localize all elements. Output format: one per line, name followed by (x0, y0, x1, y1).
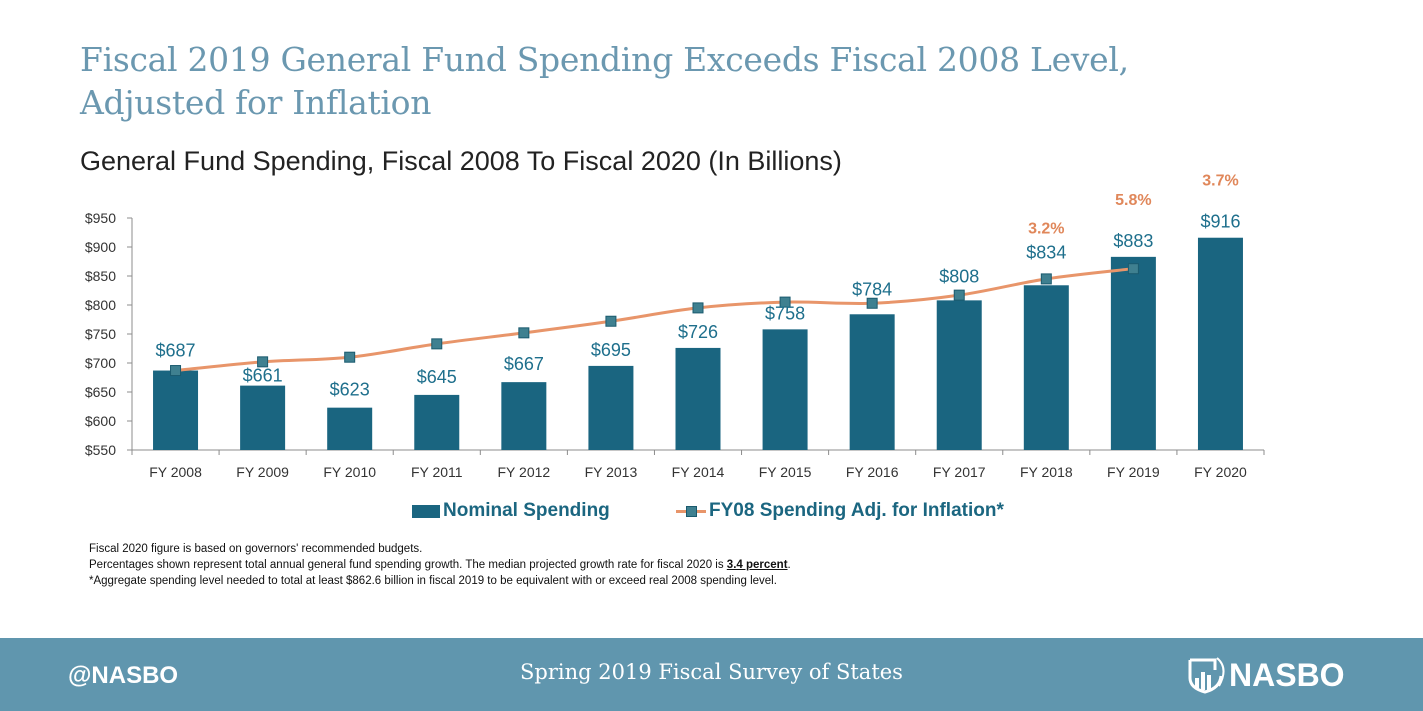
x-tick-label: FY 2020 (1194, 464, 1247, 480)
source-label: Spring 2019 Fiscal Survey of States (520, 660, 903, 684)
bar-nominal-spending (936, 300, 982, 450)
x-tick-label: FY 2015 (759, 464, 812, 480)
x-tick-label: FY 2019 (1107, 464, 1160, 480)
median-growth-rate: 3.4 percent (726, 559, 788, 571)
marker-inflation-adjusted (605, 315, 617, 327)
bar-data-label: $883 (1113, 231, 1153, 251)
bar-nominal-spending (501, 382, 547, 450)
legend-label-inflation: FY08 Spending Adj. for Inflation* (709, 500, 1004, 521)
nasbo-shield-bars-icon (1188, 657, 1225, 694)
spending-chart: $550 $600 $650 $700 $750 $800 $850 $900 $950 FY 2… (85, 173, 1265, 480)
marker-inflation-adjusted (257, 356, 269, 368)
bar-nominal-spending (1110, 256, 1156, 450)
x-tick-label: FY 2014 (672, 464, 725, 480)
y-tick-label: $650 (85, 384, 116, 400)
growth-rate-label: 3.2% (1028, 220, 1064, 237)
page-title-line-2: Adjusted for Inflation (80, 83, 432, 122)
twitter-handle[interactable]: @NASBO (68, 662, 179, 689)
bar-data-label: $726 (678, 322, 718, 342)
bar-nominal-spending (327, 407, 373, 450)
x-tick-label: FY 2012 (498, 464, 551, 480)
marker-inflation-adjusted (170, 365, 182, 377)
marker-inflation-adjusted (1127, 263, 1139, 275)
growth-rate-label: 3.7% (1202, 173, 1238, 190)
chart-title: General Fund Spending, Fiscal 2008 To Fi… (80, 146, 842, 176)
marker-inflation-adjusted (1040, 273, 1052, 285)
bar-nominal-spending (849, 314, 895, 450)
bar-data-label: $784 (852, 279, 892, 299)
bar-nominal-spending (153, 370, 199, 450)
marker-inflation-adjusted (431, 338, 443, 350)
growth-rate-label: 5.8% (1115, 192, 1151, 209)
bar-data-label: $758 (765, 303, 805, 323)
x-tick-label: FY 2017 (933, 464, 986, 480)
legend-label-nominal: Nominal Spending (443, 500, 610, 521)
bar-data-label: $834 (1026, 242, 1066, 262)
bar-data-label: $645 (417, 367, 457, 387)
y-tick-label: $950 (85, 210, 116, 226)
x-tick-label: FY 2008 (149, 464, 202, 480)
nasbo-logo-text: NASBO (1229, 656, 1345, 693)
y-tick-label: $900 (85, 239, 116, 255)
x-tick-label: FY 2016 (846, 464, 899, 480)
page-title-line-1: Fiscal 2019 General Fund Spending Exceed… (80, 40, 1129, 79)
marker-inflation-adjusted (779, 296, 791, 308)
page-title: Fiscal 2019 General Fund Spending Exceed… (80, 38, 1129, 124)
y-tick-label: $750 (85, 326, 116, 342)
bar-nominal-spending (240, 385, 286, 450)
bar-data-label: $661 (243, 366, 283, 386)
footnote-2-text: Percentages shown represent total annual… (89, 559, 727, 571)
marker-inflation-adjusted (866, 297, 878, 309)
x-tick-label: FY 2018 (1020, 464, 1073, 480)
y-tick-label: $600 (85, 413, 116, 429)
footnotes: Fiscal 2020 figure is based on governors… (89, 541, 791, 589)
y-tick-label: $800 (85, 297, 116, 313)
footnote-3: *Aggregate spending level needed to tota… (89, 575, 777, 587)
y-tick-label: $700 (85, 355, 116, 371)
footnote-2-end: . (787, 559, 791, 571)
x-tick-label: FY 2009 (236, 464, 289, 480)
line-inflation-adjusted (175, 267, 1134, 373)
legend-item-inflation: FY08 Spending Adj. for Inflation* (676, 500, 1004, 522)
legend-swatch-line (676, 505, 706, 518)
marker-inflation-adjusted (518, 327, 530, 339)
y-tick-label: $850 (85, 268, 116, 284)
bar-nominal-spending (414, 394, 460, 450)
footnote-1: Fiscal 2020 figure is based on governors… (89, 543, 423, 555)
bar-data-label: $623 (330, 380, 370, 400)
x-tick-label: FY 2011 (411, 464, 463, 480)
x-tick-label: FY 2013 (585, 464, 638, 480)
bar-nominal-spending (588, 365, 634, 450)
bar-data-label: $687 (156, 341, 196, 361)
bar-nominal-spending (1197, 237, 1243, 450)
bar-nominal-spending (675, 347, 721, 450)
legend-swatch-bar (412, 504, 440, 518)
marker-inflation-adjusted (692, 302, 704, 314)
bar-data-label: $695 (591, 340, 631, 360)
bar-data-label: $916 (1200, 212, 1240, 232)
footnote-2: Percentages shown represent total annual… (89, 557, 791, 573)
marker-inflation-adjusted (344, 351, 356, 363)
legend-item-nominal: Nominal Spending (412, 500, 610, 522)
nasbo-logo: NASBO (1187, 656, 1345, 694)
x-tick-label: FY 2010 (323, 464, 376, 480)
bar-nominal-spending (1023, 285, 1069, 450)
footer-bar: @NASBO Spring 2019 Fiscal Survey of Stat… (0, 638, 1423, 711)
y-tick-label: $550 (85, 442, 116, 458)
bar-data-label: $808 (939, 266, 979, 286)
bar-nominal-spending (762, 329, 808, 450)
marker-inflation-adjusted (953, 289, 965, 301)
bar-data-label: $667 (504, 354, 544, 374)
